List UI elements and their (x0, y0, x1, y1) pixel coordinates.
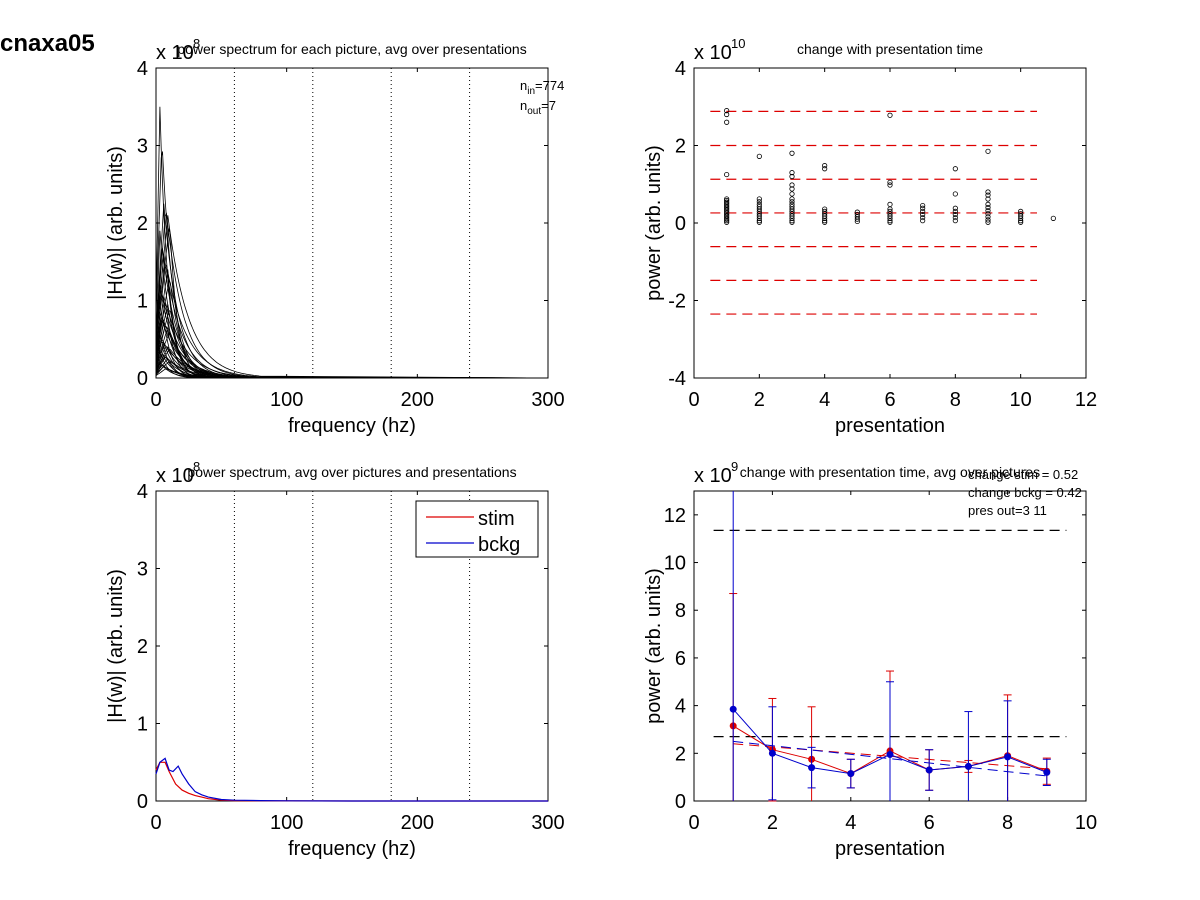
y-tick-label: 0 (137, 791, 148, 813)
data-point-bckg (769, 750, 776, 757)
x-tick-label: 100 (270, 389, 303, 411)
y-tick-label: 8 (675, 600, 686, 622)
x-tick-label: 10 (1075, 812, 1097, 834)
y-tick-label: -4 (668, 368, 686, 390)
axis-exponent: 10 (731, 36, 745, 51)
stats-annotation: pres out=3 11 (968, 503, 1047, 518)
figure-canvas: 0 100 200 30001234frequency (hz)|H(w)| (arb… (0, 0, 1200, 900)
x-tick-label: 6 (884, 389, 895, 411)
data-point-bckg (1004, 753, 1011, 760)
y-axis-label: |H(w)| (arb. units) (105, 569, 127, 723)
y-tick-label: 0 (675, 213, 686, 235)
data-point-bckg (965, 763, 972, 770)
axis-multiplier: x 10 (694, 42, 732, 64)
x-tick-label: 10 (1010, 389, 1032, 411)
y-tick-label: 0 (675, 791, 686, 813)
x-tick-label: 2 (767, 812, 778, 834)
x-tick-label: 2 (754, 389, 765, 411)
x-tick-label: 4 (819, 389, 830, 411)
x-tick-label: 0 (150, 812, 161, 834)
x-axis-label: presentation (835, 415, 945, 437)
y-axis-label: power (arb. units) (643, 145, 665, 301)
legend-label-bckg: bckg (478, 534, 520, 556)
y-tick-label: 4 (137, 481, 148, 503)
y-tick-label: 4 (675, 696, 686, 718)
x-tick-label: 0 (688, 812, 699, 834)
y-tick-label: 10 (664, 553, 686, 575)
data-point-bckg (926, 767, 933, 774)
chart-title: power spectrum for each picture, avg ove… (177, 41, 526, 57)
x-tick-label: 12 (1075, 389, 1097, 411)
y-axis-label: power (arb. units) (643, 568, 665, 724)
chart-title: change with presentation time (797, 41, 983, 57)
x-tick-label: 4 (845, 812, 856, 834)
y-tick-label: 1 (137, 714, 148, 736)
y-tick-label: 2 (675, 743, 686, 765)
x-axis-label: presentation (835, 838, 945, 860)
x-tick-label: 8 (950, 389, 961, 411)
panel-power-spectrum-each-picture: 0 100 200 300 0 1 2 3 4 frequency (hz) |H(w)| (arb… (105, 36, 565, 437)
y-tick-label: 6 (675, 648, 686, 670)
legend-label-stim: stim (478, 508, 515, 530)
axis-exponent: 9 (731, 459, 738, 474)
x-tick-label: 300 (531, 812, 564, 834)
stats-annotation: change stim = 0.52 (968, 467, 1078, 482)
axis-multiplier: x 10 (694, 465, 732, 487)
x-tick-label: 200 (401, 812, 434, 834)
data-point-bckg (730, 706, 737, 713)
x-tick-label: 6 (924, 812, 935, 834)
data-point-bckg (847, 770, 854, 777)
y-axis-label: |H(w)| (arb. units) (105, 146, 127, 300)
panel-power-spectrum-avg: 0 100 200 300 0 1 2 3 4 frequency (hz) |H(w)| (arb… (105, 459, 565, 860)
x-tick-label: 300 (531, 389, 564, 411)
y-tick-label: 12 (664, 505, 686, 527)
x-tick-label: 100 (270, 812, 303, 834)
y-tick-label: -2 (668, 291, 686, 313)
y-tick-label: 4 (675, 58, 686, 80)
chart-title: power spectrum, avg over pictures and pr… (187, 464, 516, 480)
y-tick-label: 2 (675, 136, 686, 158)
x-axis-label: frequency (hz) (288, 415, 416, 437)
data-point-bckg (887, 751, 894, 758)
y-tick-label: 0 (137, 368, 148, 390)
plot-area (156, 68, 548, 378)
x-tick-label: 200 (401, 389, 434, 411)
y-tick-label: 2 (137, 636, 148, 658)
y-tick-label: 3 (137, 136, 148, 158)
panel-change-with-presentation-time-avg: 0 2 4 6 8 10 0 2 4 6 8 10 12 presentation power (arb. … (643, 459, 1097, 860)
x-tick-label: 0 (150, 389, 161, 411)
y-tick-label: 1 (137, 291, 148, 313)
x-tick-label: 0 (688, 389, 699, 411)
y-tick-label: 4 (137, 58, 148, 80)
data-point-bckg (808, 764, 815, 771)
x-tick-label: 8 (1002, 812, 1013, 834)
y-tick-label: 3 (137, 559, 148, 581)
x-axis-label: frequency (hz) (288, 838, 416, 860)
stats-annotation: change bckg = 0.42 (968, 485, 1082, 500)
y-tick-label: 2 (137, 213, 148, 235)
data-point-bckg (1043, 769, 1050, 776)
